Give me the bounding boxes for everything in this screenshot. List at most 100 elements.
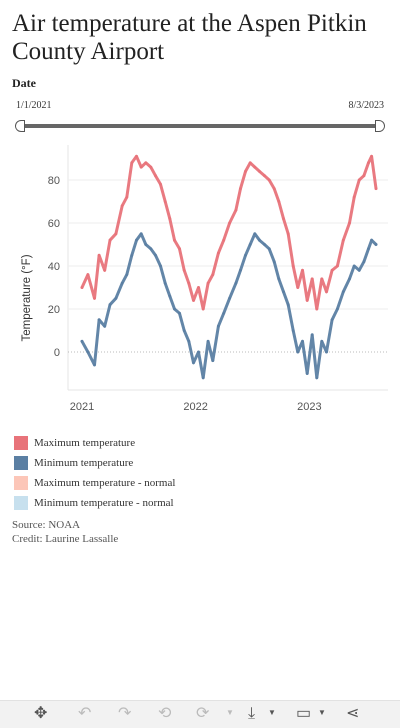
data-point: [239, 187, 242, 190]
data-point: [272, 260, 276, 264]
data-point: [301, 268, 304, 272]
data-point: [244, 170, 247, 173]
data-point: [130, 161, 134, 165]
data-point: [310, 277, 314, 281]
redo-icon[interactable]: ↷: [118, 705, 132, 722]
data-point: [187, 339, 191, 343]
y-tick-label: 60: [48, 218, 60, 230]
date-slider-start-handle[interactable]: [15, 120, 25, 132]
legend-label: Maximum temperature - normal: [34, 477, 176, 489]
legend-item[interactable]: Maximum temperature: [14, 433, 175, 453]
legend-item[interactable]: Maximum temperature - normal: [14, 473, 175, 493]
data-point: [301, 339, 304, 343]
chevron-down-icon[interactable]: ▼: [268, 708, 276, 717]
legend-swatch: [14, 456, 28, 470]
data-point: [222, 311, 226, 315]
legend-item[interactable]: Minimum temperature: [14, 453, 175, 473]
legend-swatch: [14, 436, 28, 450]
data-point: [296, 350, 300, 354]
date-slider-end-handle[interactable]: [375, 120, 385, 132]
data-point: [159, 264, 162, 268]
data-point: [97, 253, 101, 257]
data-point: [244, 253, 247, 257]
data-point: [217, 251, 220, 255]
data-point: [282, 290, 285, 294]
data-point: [80, 339, 84, 343]
data-point: [253, 165, 257, 169]
data-point: [374, 243, 378, 246]
legend-label: Minimum temperature: [34, 457, 134, 469]
data-point: [108, 303, 112, 307]
data-point: [352, 195, 356, 199]
data-point: [93, 296, 96, 300]
y-tick-label: 0: [54, 347, 60, 359]
data-point: [330, 318, 334, 322]
data-point: [86, 350, 90, 354]
data-point: [159, 182, 162, 186]
chart-series: [80, 154, 378, 380]
x-tick-label: 2022: [183, 401, 207, 413]
data-point: [362, 174, 366, 178]
legend-item[interactable]: Minimum temperature - normal: [14, 493, 175, 513]
data-point: [103, 324, 107, 328]
data-point: [320, 277, 324, 281]
undo-icon[interactable]: ↶: [78, 705, 92, 722]
refresh-icon[interactable]: ⟳: [196, 705, 210, 722]
revert-icon[interactable]: ⟲: [158, 705, 172, 722]
data-point: [248, 243, 252, 246]
data-point: [291, 264, 295, 268]
data-point: [201, 376, 205, 380]
data-point: [325, 350, 328, 354]
data-point: [370, 154, 373, 158]
series-minimum-temperature: [80, 232, 378, 380]
data-point: [305, 372, 309, 375]
data-point: [125, 195, 129, 199]
data-point: [234, 281, 238, 285]
data-point: [315, 307, 319, 311]
share-icon[interactable]: ⋖: [346, 705, 360, 722]
data-point: [154, 174, 157, 178]
data-point: [282, 217, 285, 221]
x-tick-label: 2021: [70, 401, 94, 413]
data-point: [341, 290, 345, 294]
data-point: [228, 221, 232, 225]
data-point: [310, 333, 314, 337]
data-point: [296, 286, 300, 289]
data-point: [370, 238, 373, 242]
data-point: [248, 161, 252, 165]
data-point: [374, 187, 378, 190]
chevron-down-icon[interactable]: ▼: [226, 708, 234, 717]
data-point: [149, 247, 153, 251]
y-tick-label: 20: [48, 304, 60, 316]
data-point: [267, 247, 271, 251]
data-point: [168, 294, 172, 298]
data-point: [272, 187, 276, 190]
data-point: [206, 339, 210, 343]
date-range-end: 8/3/2023: [348, 100, 384, 111]
data-point: [267, 178, 271, 182]
legend-swatch: [14, 496, 28, 510]
move-icon[interactable]: ✥: [34, 705, 48, 722]
data-point: [197, 350, 200, 354]
device-layout-icon[interactable]: ▭: [296, 705, 312, 722]
source-text: Source: NOAA: [12, 519, 81, 531]
data-point: [217, 324, 220, 328]
data-point: [325, 290, 328, 294]
chevron-down-icon[interactable]: ▼: [318, 708, 326, 717]
data-point: [173, 307, 176, 311]
date-slider-track[interactable]: [20, 124, 380, 128]
data-point: [182, 268, 186, 272]
download-icon[interactable]: ⤓: [248, 705, 256, 722]
data-point: [135, 238, 138, 242]
data-point: [187, 281, 191, 285]
y-axis-label: Temperature (°F): [21, 254, 33, 341]
data-point: [201, 307, 205, 311]
data-point: [277, 277, 281, 281]
data-point: [362, 260, 366, 264]
credit-text: Credit: Laurine Lassalle: [12, 533, 119, 545]
data-point: [258, 238, 261, 242]
temperature-chart[interactable]: 0 20 40 60 80 2021 2022 2023 Temperature (°F): [0, 140, 400, 420]
series-maximum-temperature: [80, 154, 378, 311]
page-title: Air temperature at the Aspen Pitkin Coun…: [12, 10, 367, 65]
data-point: [154, 253, 157, 257]
